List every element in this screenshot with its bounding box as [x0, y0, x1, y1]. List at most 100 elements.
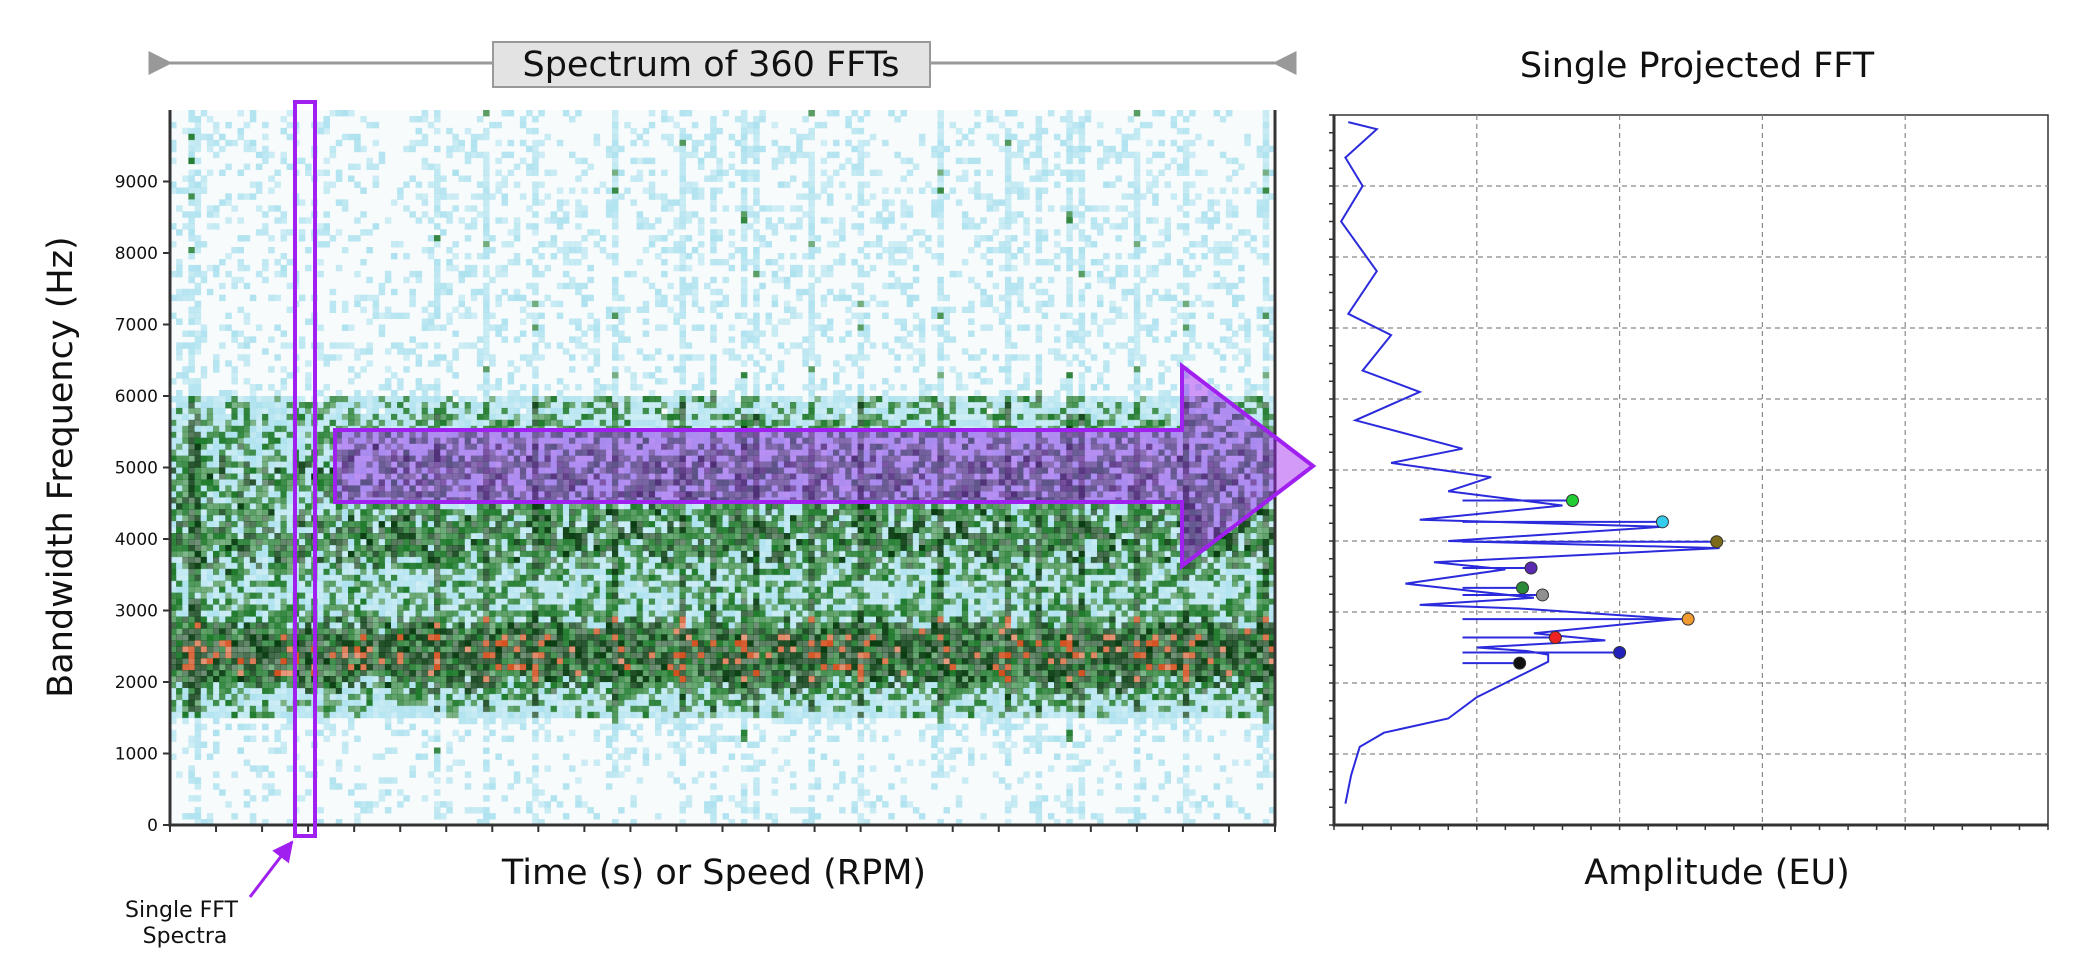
spectrogram-cell [219, 199, 226, 205]
spectrogram-cell [520, 664, 527, 670]
spectrogram-cell [360, 646, 367, 652]
spectrogram-header: Spectrum of 360 FFTs [523, 45, 900, 85]
spectrogram-cell [538, 670, 545, 676]
spectrogram-cell [551, 402, 558, 408]
spectrogram-cell [287, 485, 294, 491]
spectrogram-cell [452, 515, 459, 521]
spectrogram-cell [483, 694, 490, 700]
spectrogram-cell [366, 521, 373, 527]
spectrogram-cell [274, 414, 281, 420]
spectrogram-cell [188, 110, 195, 116]
spectrogram-cell [551, 593, 558, 599]
spectrogram-cell [428, 325, 435, 331]
spectrogram-cell [440, 712, 447, 718]
spectrogram-cell [416, 396, 423, 402]
spectrogram-cell [336, 527, 343, 533]
spectrogram-cell [483, 509, 490, 515]
spectrogram-cell [403, 676, 410, 682]
spectrogram-cell [225, 533, 232, 539]
spectrogram-cell [348, 539, 355, 545]
spectrogram-cell [495, 754, 502, 760]
spectrogram-cell [446, 658, 453, 664]
spectrogram-cell [545, 712, 552, 718]
spectrogram-cell [250, 634, 256, 640]
spectrogram-cell [195, 182, 202, 188]
spectrogram-cell [299, 706, 306, 712]
spectrogram-cell [600, 390, 607, 396]
spectrogram-cell [287, 617, 294, 623]
spectrogram-cell [416, 706, 423, 712]
spectrogram-cell [532, 342, 539, 348]
spectrogram-cell [281, 581, 288, 587]
spectrogram-cell [379, 551, 386, 557]
spectrogram-cell [225, 521, 232, 527]
spectrogram-cell [459, 688, 466, 694]
spectrogram-cell [569, 628, 576, 634]
spectrogram-cell [385, 682, 392, 688]
spectrogram-cell [366, 646, 373, 652]
spectrogram-cell [557, 414, 564, 420]
spectrogram-cell [397, 396, 404, 402]
spectrogram-cell [422, 664, 429, 670]
spectrogram-cell [391, 605, 398, 611]
spectrogram-cell [391, 515, 398, 521]
spectrogram-cell [195, 205, 202, 211]
spectrogram-cell [201, 682, 208, 688]
spectrogram-cell [219, 688, 226, 694]
spectrogram-cell [317, 760, 324, 766]
spectrogram-cell [569, 402, 576, 408]
spectrogram-cell [508, 652, 514, 658]
spectrogram-cell [373, 801, 380, 807]
spectrogram-cell [581, 611, 588, 617]
spectrogram-cell [483, 420, 490, 426]
spectrogram-cell [532, 229, 539, 235]
spectrogram-cell [379, 384, 386, 390]
spectrogram-cell [385, 408, 392, 414]
spectrogram-cell [563, 628, 570, 634]
spectrogram-cell [459, 587, 466, 593]
spectrogram-cell [225, 569, 232, 575]
spectrogram-cell [281, 557, 288, 563]
spectrogram-cell [459, 569, 466, 575]
spectrogram-cell [188, 611, 195, 617]
spectrogram-cell [348, 688, 355, 694]
spectrogram-cell [188, 509, 195, 515]
spectrogram-cell [465, 593, 472, 599]
spectrogram-cell [195, 301, 202, 307]
spectrogram-cell [385, 366, 392, 372]
spectrogram-cell [459, 593, 466, 599]
spectrogram-cell [495, 378, 502, 384]
spectrogram-cell [274, 622, 281, 628]
spectrogram-cell [600, 414, 607, 420]
spectrogram-cell [176, 569, 183, 575]
spectrogram-cell [250, 116, 256, 122]
spectrogram-cell [348, 724, 355, 730]
spectrogram-cell [508, 551, 514, 557]
spectrogram-cell [434, 342, 441, 348]
spectrogram-cell [594, 241, 601, 247]
spectrogram-cell [538, 325, 545, 331]
spectrogram-cell [305, 509, 312, 515]
spectrogram-cell [428, 670, 435, 676]
spectrogram-cell [305, 372, 312, 378]
spectrogram-cell [434, 682, 441, 688]
spectrogram-cell [538, 676, 545, 682]
spectrogram-cell [416, 581, 423, 587]
spectrogram-cell [299, 521, 306, 527]
spectrogram-cell [495, 539, 502, 545]
spectrogram-cell [305, 497, 312, 503]
spectrogram-cell [336, 521, 343, 527]
spectrogram-cell [575, 420, 582, 426]
spectrogram-cell [483, 182, 490, 188]
spectrogram-cell [434, 360, 441, 366]
spectrogram-cell [373, 527, 380, 533]
spectrogram-cell [569, 730, 576, 736]
spectrogram-cell [195, 754, 202, 760]
spectrogram-cell [287, 396, 294, 402]
spectrogram-cell [317, 408, 324, 414]
spectrogram-cell [594, 563, 601, 569]
spectrogram-cell [489, 122, 496, 128]
spectrogram-cell [213, 700, 220, 706]
spectrogram-cell [428, 217, 435, 223]
spectrogram-cell [238, 235, 245, 241]
